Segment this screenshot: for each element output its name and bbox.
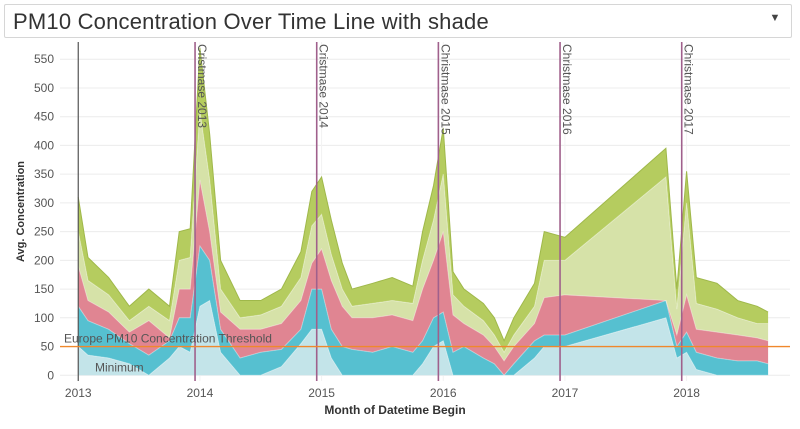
event-label: Cristmase 2013 <box>195 44 209 128</box>
y-tick-label: 450 <box>34 110 54 124</box>
y-tick-label: 500 <box>34 81 54 95</box>
x-tick-label: 2018 <box>673 386 700 400</box>
y-tick-label: 100 <box>34 311 54 325</box>
y-tick-label: 150 <box>34 282 54 296</box>
event-label: Christmase 2016 <box>560 44 574 135</box>
band-max-area <box>78 47 769 353</box>
event-label: Christmase 2015 <box>438 44 452 135</box>
y-tick-label: 0 <box>47 368 54 382</box>
y-tick-label: 50 <box>41 340 55 354</box>
y-tick-label: 400 <box>34 138 54 152</box>
y-tick-label: 250 <box>34 225 54 239</box>
event-label: Christmase 2017 <box>682 44 696 135</box>
minimum-annotation: Minimum <box>95 360 144 374</box>
chart-title: PM10 Concentration Over Time Line with s… <box>13 9 489 34</box>
x-tick-label: 2016 <box>430 386 457 400</box>
y-tick-label: 550 <box>34 52 54 66</box>
chevron-down-icon[interactable]: ▼ <box>769 12 781 24</box>
y-tick-label: 300 <box>34 196 54 210</box>
x-tick-label: 2013 <box>65 386 92 400</box>
chart-title-bar: PM10 Concentration Over Time Line with s… <box>4 4 792 38</box>
band-q2-area <box>78 179 769 376</box>
series-line <box>77 47 769 343</box>
x-tick-label: 2015 <box>308 386 335 400</box>
series-line <box>77 299 769 376</box>
x-axis-title: Month of Datetime Begin <box>324 403 465 417</box>
x-tick-label: 2017 <box>552 386 579 400</box>
y-axis-title: Avg. Concentration <box>15 161 27 262</box>
band-q3-area <box>78 110 769 361</box>
x-tick-label: 2014 <box>187 386 214 400</box>
y-tick-label: 200 <box>34 253 54 267</box>
series-line <box>77 179 769 362</box>
band-min-area <box>78 300 769 376</box>
threshold-label: Europe PM10 Concentration Threshold <box>64 332 272 346</box>
y-tick-label: 350 <box>34 167 54 181</box>
event-label: Cristmase 2014 <box>317 44 331 128</box>
band-q1-area <box>78 245 769 376</box>
series-line <box>77 110 769 354</box>
